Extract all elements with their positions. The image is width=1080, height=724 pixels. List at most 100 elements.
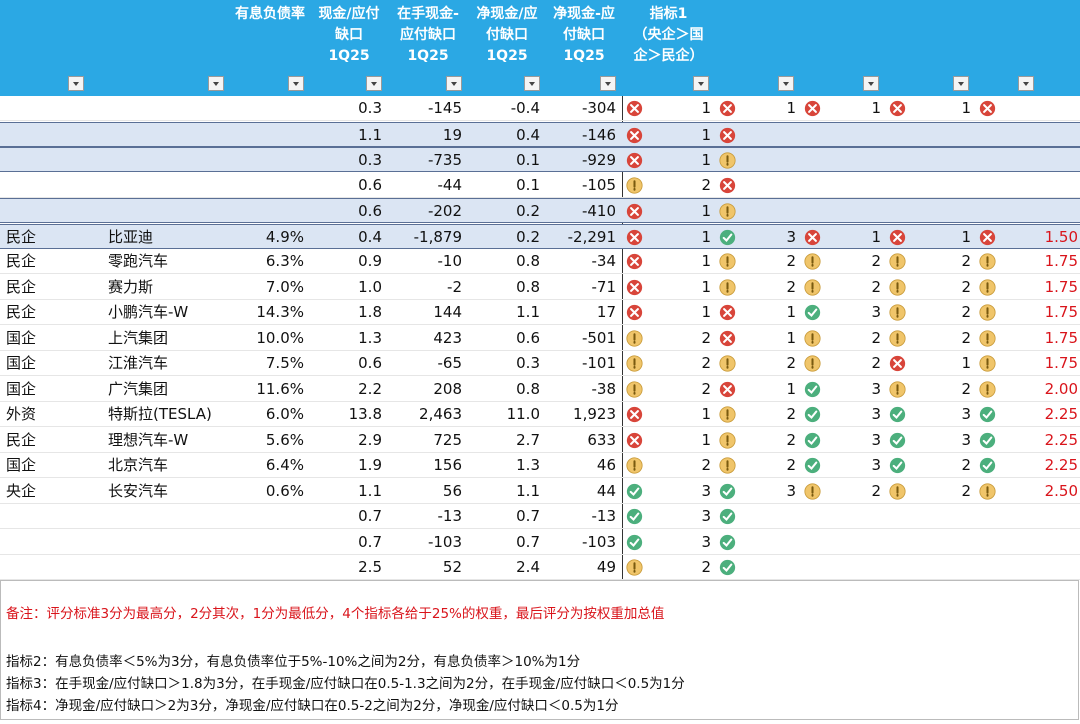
filter-button[interactable]: [68, 76, 84, 91]
status-icon: [889, 253, 906, 270]
header-line: 1Q25: [563, 48, 605, 64]
filter-button[interactable]: [446, 76, 462, 91]
type-cell: 国企: [6, 379, 37, 398]
status-icon: [804, 406, 821, 423]
number-cell: 0.3: [516, 354, 540, 372]
number-cell: 208: [433, 379, 462, 398]
number-cell: 0.7: [358, 532, 382, 551]
header-line: 应付缺口: [400, 27, 456, 43]
table-row: 国企 广汽集团 11.6% 2.2 208 0.8 -38 2 1 3 2 2.00: [0, 377, 1080, 402]
number-cell: 7.0%: [265, 277, 304, 296]
number-cell: 0.3: [358, 151, 382, 169]
number-cell: -146: [581, 125, 616, 144]
filter-button[interactable]: [1018, 76, 1034, 91]
number-cell: 0.1: [516, 151, 540, 169]
name-cell: 江淮汽车: [108, 354, 169, 372]
filter-button[interactable]: [524, 76, 540, 91]
number-cell: -34: [591, 252, 617, 270]
filter-button[interactable]: [863, 76, 879, 91]
status-icon: [719, 406, 736, 423]
final-score: 2.25: [1044, 405, 1078, 423]
filter-button[interactable]: [953, 76, 969, 91]
score-cell: 1: [701, 227, 711, 246]
table-row: 0.7 -103 0.7 -103 3: [0, 530, 1080, 555]
number-cell: 7.5%: [265, 354, 304, 372]
status-icon: [626, 534, 643, 550]
number-cell: -735: [427, 151, 462, 169]
number-cell: 44: [596, 481, 616, 500]
number-cell: 1.1: [516, 481, 540, 500]
score-cell: 2: [961, 303, 971, 321]
header-line: 付缺口: [563, 27, 605, 43]
note: 指标2：有息负债率＜5%为3分，有息负债率位于5%-10%之间为2分，有息负债率…: [6, 654, 581, 670]
status-icon: [804, 482, 821, 500]
number-cell: -1,879: [413, 227, 462, 246]
number-cell: -105: [581, 175, 616, 194]
number-cell: 2,463: [419, 405, 462, 423]
score-cell: 2: [786, 430, 796, 449]
number-cell: 0.7: [516, 532, 540, 551]
number-cell: -929: [581, 151, 616, 169]
score-cell: 1: [701, 151, 711, 169]
number-cell: 0.3: [358, 99, 382, 117]
number-cell: 1.3: [358, 328, 382, 347]
header-cell: 有息负债率: [230, 4, 310, 25]
name-cell: 零跑汽车: [108, 252, 169, 270]
filter-button[interactable]: [600, 76, 616, 91]
status-icon: [889, 100, 906, 117]
name-cell: 理想汽车-W: [108, 430, 189, 449]
type-cell: 民企: [6, 303, 37, 321]
number-cell: -10: [437, 252, 463, 270]
status-icon: [626, 176, 643, 194]
header-line: （央企＞国: [633, 27, 704, 43]
status-icon: [626, 229, 643, 245]
score-cell: 3: [871, 405, 881, 423]
number-cell: -38: [591, 379, 617, 398]
note: 指标3：在手现金/应付缺口＞1.8为3分，在手现金/应付缺口在0.5-1.3之间…: [6, 676, 685, 692]
score-cell: 1: [786, 99, 796, 117]
status-icon: [719, 304, 736, 321]
number-cell: -2,291: [567, 227, 616, 246]
table-row: 2.5 52 2.4 49 2: [0, 555, 1080, 580]
table-row: 国企 上汽集团 10.0% 1.3 423 0.6 -501 2 1 2 2 1.75: [0, 326, 1080, 351]
number-cell: 144: [433, 303, 462, 321]
status-icon: [804, 457, 821, 474]
score-cell: 3: [871, 303, 881, 321]
filter-button[interactable]: [366, 76, 382, 91]
number-cell: 0.4: [516, 125, 540, 144]
score-cell: 2: [961, 277, 971, 296]
number-cell: 1.0: [358, 277, 382, 296]
score-cell: 1: [871, 227, 881, 246]
score-cell: 2: [871, 328, 881, 347]
type-cell: 国企: [6, 456, 37, 474]
score-cell: 3: [786, 227, 796, 246]
table-row: 国企 江淮汽车 7.5% 0.6 -65 0.3 -101 2 2 2 1 1.75: [0, 351, 1080, 376]
status-icon: [889, 329, 906, 347]
type-cell: 国企: [6, 354, 37, 372]
filter-button[interactable]: [208, 76, 224, 91]
number-cell: 0.8: [516, 277, 540, 296]
status-icon: [719, 431, 736, 449]
name-cell: 上汽集团: [108, 328, 169, 347]
status-icon: [719, 355, 736, 372]
status-icon: [979, 229, 996, 245]
table-row: 国企 北京汽车 6.4% 1.9 156 1.3 46 2 2 3 2 2.25: [0, 453, 1080, 478]
number-cell: 11.0: [506, 405, 540, 423]
filter-button[interactable]: [778, 76, 794, 91]
score-cell: 1: [701, 202, 711, 220]
table-row: 0.3 -735 0.1 -929 1: [0, 147, 1080, 172]
filter-button[interactable]: [288, 76, 304, 91]
status-icon: [804, 381, 821, 397]
number-cell: 0.8: [516, 379, 540, 398]
filter-button[interactable]: [693, 76, 709, 91]
number-cell: 6.0%: [265, 405, 304, 423]
status-icon: [979, 329, 996, 347]
number-cell: -103: [427, 532, 462, 551]
status-icon: [719, 483, 736, 499]
number-cell: 1.1: [358, 125, 382, 144]
score-cell: 2: [701, 175, 711, 194]
table-row: 民企 小鹏汽车-W 14.3% 1.8 144 1.1 17 1 1 3 2 1.75: [0, 300, 1080, 325]
number-cell: 0.2: [516, 202, 540, 220]
status-icon: [889, 304, 906, 321]
score-cell: 1: [701, 405, 711, 423]
